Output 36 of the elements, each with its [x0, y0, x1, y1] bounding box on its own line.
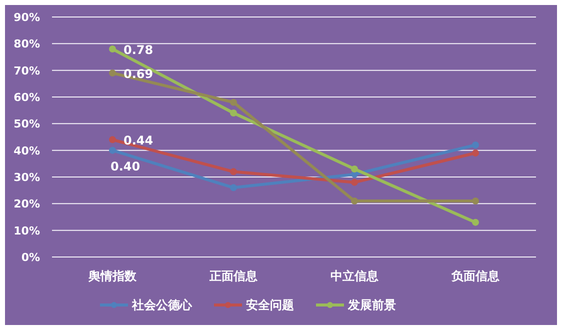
x-tick-label: 中立信息 [330, 269, 380, 283]
point [351, 166, 358, 172]
data-label: 0.40 [110, 159, 140, 174]
point [109, 46, 116, 52]
y-tick-label: 40% [14, 144, 40, 158]
point [472, 150, 479, 156]
y-tick-label: 80% [14, 38, 40, 51]
y-tick-label: 20% [14, 198, 40, 211]
data-label: 0.78 [124, 43, 154, 57]
point [109, 146, 116, 154]
y-tick-label: 90% [14, 11, 40, 24]
y-tick-label: 10% [14, 224, 40, 238]
point [230, 110, 237, 116]
legend-label: 发展前景 [347, 298, 396, 312]
y-tick-label: 30% [14, 171, 40, 184]
x-tick-label: 正面信息 [208, 269, 258, 283]
legend-label: 社会公德心 [131, 298, 193, 312]
y-tick-label: 0% [21, 251, 40, 264]
point [109, 70, 116, 76]
x-tick-label: 负面信息 [450, 269, 500, 283]
data-label: 0.69 [124, 67, 154, 81]
x-tick-label: 舆情指数 [88, 269, 138, 283]
point [351, 178, 358, 186]
y-tick-label: 60% [14, 91, 40, 104]
point [472, 218, 479, 226]
data-label: 0.44 [124, 134, 154, 148]
legend-label: 安全问题 [246, 298, 294, 312]
point [230, 168, 237, 176]
point [230, 98, 237, 106]
y-tick-label: 70% [14, 64, 40, 78]
point [351, 198, 358, 204]
point [472, 198, 479, 204]
point [472, 142, 479, 148]
point [109, 136, 116, 144]
point [230, 184, 237, 192]
y-tick-label: 50% [14, 118, 40, 131]
